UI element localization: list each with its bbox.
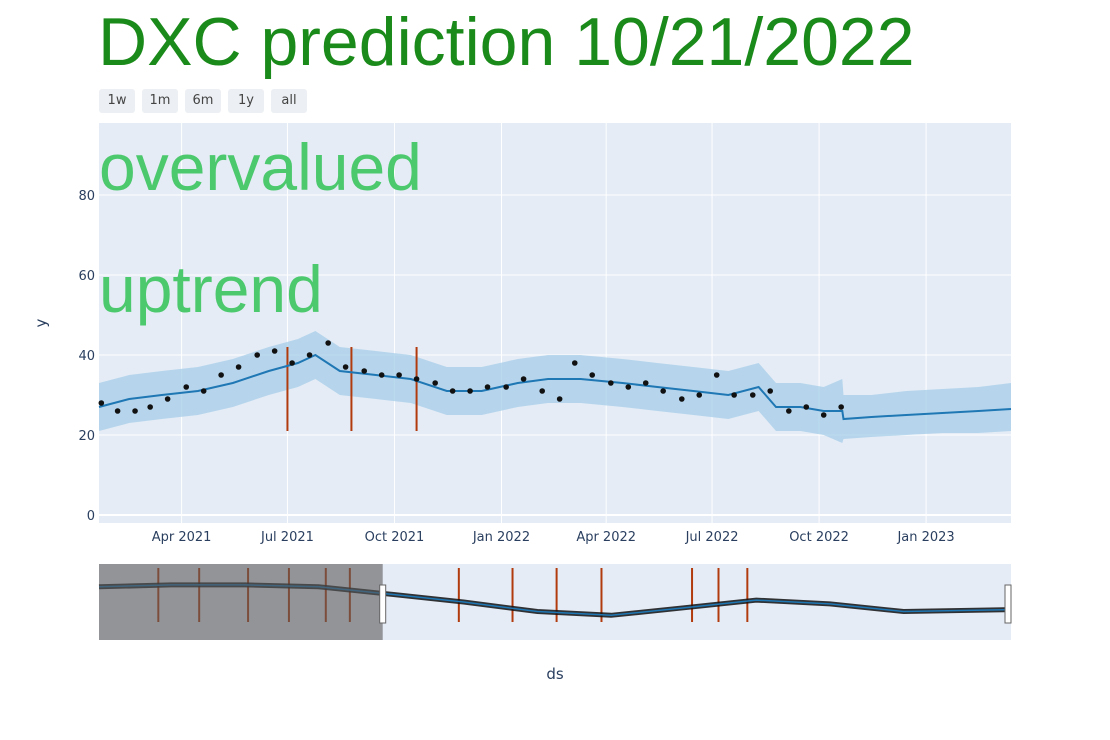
actual-point — [556, 396, 563, 402]
actual-point — [625, 384, 632, 390]
actual-point — [132, 408, 138, 414]
actual-point — [342, 364, 349, 370]
actual-point — [432, 380, 438, 386]
trend-layer — [98, 353, 1012, 421]
actual-point — [147, 404, 153, 410]
actual-point — [361, 368, 368, 374]
y-axis-title: y — [32, 318, 50, 327]
range-slider-handle-right[interactable] — [1004, 584, 1012, 624]
x-tick-label: Oct 2022 — [789, 530, 849, 545]
range-button-1y[interactable]: 1y — [228, 89, 264, 113]
annotation-uptrend: uptrend — [99, 252, 323, 326]
actual-point — [731, 392, 737, 398]
actual-point — [200, 388, 207, 394]
actual-point — [396, 372, 402, 378]
actual-point — [803, 404, 810, 410]
x-tick-label: Jul 2022 — [685, 530, 739, 545]
actual-point — [467, 388, 473, 394]
y-axis-ticks: 0 20 40 60 80 — [78, 189, 95, 524]
actual-point — [767, 388, 774, 394]
y-tick-label: 0 — [87, 509, 95, 524]
uncertainty-band-layer — [99, 331, 1011, 443]
x-tick-label: Apr 2022 — [576, 530, 636, 545]
uncertainty-band — [99, 331, 1011, 443]
x-tick-label: Jul 2021 — [260, 530, 314, 545]
actual-point — [520, 376, 527, 382]
actual-point — [98, 400, 105, 406]
actual-point — [306, 352, 313, 358]
actual-point — [484, 384, 491, 390]
y-tick-label: 80 — [78, 189, 95, 204]
annotation-layer: overvalued uptrend — [99, 130, 422, 326]
actual-point — [608, 380, 614, 386]
x-tick-label: Jan 2022 — [472, 530, 530, 545]
actual-point — [271, 348, 278, 354]
actual-point — [749, 392, 756, 398]
actual-point — [164, 396, 171, 402]
y-tick-label: 40 — [78, 349, 95, 364]
actual-point — [539, 388, 546, 394]
range-button-1m[interactable]: 1m — [142, 89, 178, 113]
actual-point — [642, 380, 649, 386]
actual-point — [589, 372, 596, 378]
x-tick-label: Apr 2021 — [152, 530, 212, 545]
x-axis-title: ds — [546, 665, 564, 683]
range-slider-handle-left[interactable] — [379, 584, 387, 624]
actual-points-layer — [98, 340, 844, 418]
actual-point — [235, 364, 242, 370]
range-slider-unselected-mask — [99, 564, 383, 640]
range-slider[interactable] — [98, 564, 1012, 640]
actual-point — [820, 412, 827, 418]
y-tick-label: 60 — [78, 269, 95, 284]
annotation-overvalued: overvalued — [99, 130, 422, 204]
grid — [99, 123, 1011, 523]
actual-point — [713, 372, 720, 378]
actual-point — [114, 408, 121, 414]
actual-point — [449, 388, 456, 394]
actual-point — [289, 360, 295, 366]
actual-point — [254, 352, 261, 358]
actual-point — [571, 360, 578, 366]
actual-point — [218, 372, 224, 378]
actual-point — [660, 388, 666, 394]
actual-point — [838, 404, 844, 410]
actual-point — [378, 372, 385, 378]
actual-point — [678, 396, 685, 402]
x-axis-ticks: Apr 2021 Jul 2021 Oct 2021 Jan 2022 Apr 2022… — [152, 530, 955, 545]
actual-point — [413, 376, 420, 382]
actual-point — [325, 340, 331, 346]
actual-point — [183, 384, 190, 390]
chart-title: DXC prediction 10/21/2022 — [98, 4, 915, 80]
y-tick-label: 20 — [78, 429, 95, 444]
actual-point — [696, 392, 703, 398]
actual-point — [503, 384, 509, 390]
plot-area[interactable] — [99, 123, 1011, 523]
range-button-1w[interactable]: 1w — [99, 89, 135, 113]
actual-point — [786, 408, 792, 414]
trend-line — [98, 353, 1012, 421]
x-tick-label: Oct 2021 — [365, 530, 425, 545]
range-button-6m[interactable]: 6m — [185, 89, 221, 113]
range-button-all[interactable]: all — [271, 89, 307, 113]
changepoint-layer — [286, 347, 418, 431]
x-tick-label: Jan 2023 — [896, 530, 954, 545]
